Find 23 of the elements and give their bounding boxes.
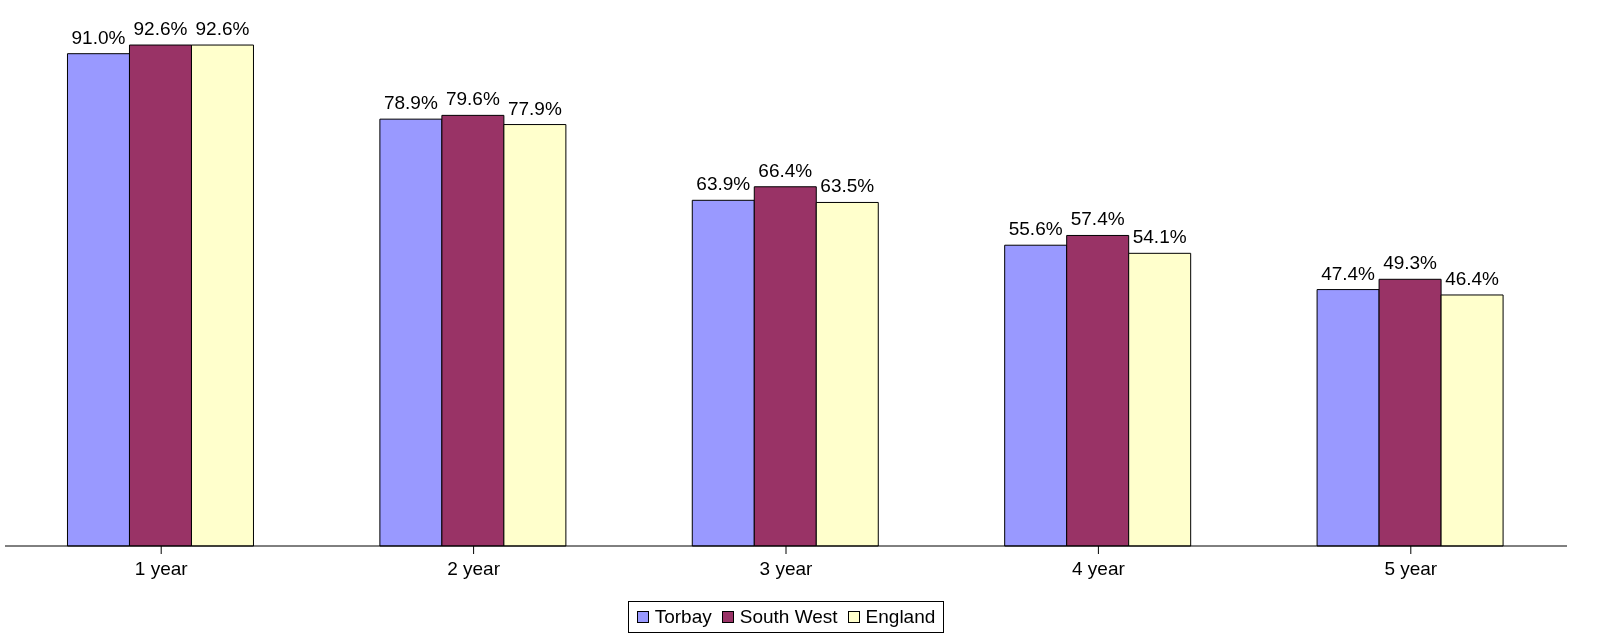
data-label: 91.0% [71,26,126,48]
data-label: 57.4% [1070,208,1125,230]
data-label: 92.6% [133,18,188,40]
data-label: 79.6% [445,88,500,110]
data-label: 77.9% [507,97,562,119]
data-label: 66.4% [758,159,813,181]
data-label: 49.3% [1383,252,1438,274]
data-label: 54.1% [1132,226,1187,248]
x-tick-label: 5 year [1384,558,1438,580]
x-tick-label: 4 year [1071,558,1126,580]
data-label: 46.4% [1445,267,1500,289]
data-label: 47.4% [1321,262,1376,284]
x-tick-label: 3 year [759,558,814,580]
legend-label: Torbay [654,606,712,628]
x-tick-label: 2 year [447,558,501,580]
data-label: 78.9% [383,92,438,114]
data-label: 63.9% [696,173,751,195]
data-label: 92.6% [195,18,250,40]
data-label: 63.5% [820,175,875,197]
data-label: 55.6% [1008,218,1063,240]
legend-label: England [865,606,936,628]
x-tick-label: 1 year [134,558,189,580]
legend-label: South West [739,606,838,628]
